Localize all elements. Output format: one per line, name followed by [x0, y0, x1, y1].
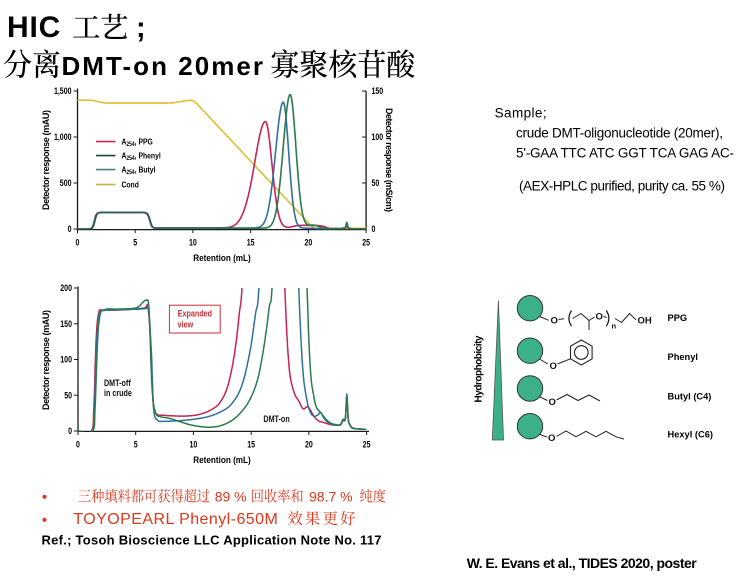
- svg-text:in crude: in crude: [104, 388, 132, 398]
- svg-text:1,500: 1,500: [54, 86, 72, 96]
- svg-text:O: O: [548, 433, 555, 444]
- svg-text:0: 0: [76, 238, 80, 248]
- svg-text:5: 5: [134, 439, 138, 449]
- svg-text:20: 20: [304, 238, 312, 248]
- svg-text:;: ;: [136, 12, 146, 44]
- svg-text:15: 15: [247, 439, 255, 449]
- svg-text:Butyl (C4): Butyl (C4): [668, 392, 712, 402]
- svg-text:crude DMT-oligonucleotide (20m: crude DMT-oligonucleotide (20mer),: [516, 126, 723, 141]
- svg-text:PPG: PPG: [668, 313, 688, 323]
- svg-text:Retention (mL): Retention (mL): [193, 454, 251, 465]
- svg-text:view: view: [178, 320, 194, 330]
- svg-text:15: 15: [247, 238, 255, 248]
- svg-text:Cond: Cond: [122, 180, 140, 190]
- svg-text:Phenyl: Phenyl: [668, 352, 698, 362]
- svg-text:Hydrophobicity: Hydrophobicity: [474, 335, 485, 402]
- svg-text:150: 150: [60, 319, 72, 329]
- svg-text:100: 100: [371, 132, 383, 142]
- svg-text:O: O: [596, 312, 603, 323]
- svg-text:89 %: 89 %: [215, 489, 247, 505]
- svg-text:(AEX-HPLC purified, purity ca.: (AEX-HPLC purified, purity ca. 55 %): [519, 179, 725, 194]
- svg-text:5'-GAA TTC ATC GGT TCA GAG AC-: 5'-GAA TTC ATC GGT TCA GAG AC-: [516, 146, 734, 161]
- svg-text:98.7 %: 98.7 %: [309, 489, 353, 505]
- svg-text:A254, Butyl: A254, Butyl: [122, 165, 156, 177]
- svg-text:O: O: [550, 361, 557, 372]
- svg-text:Ref.; Tosoh Bioscience LLC App: Ref.; Tosoh Bioscience LLC Application N…: [42, 533, 382, 548]
- svg-text:W. E. Evans et al., TIDES 2020: W. E. Evans et al., TIDES 2020, poster: [467, 555, 698, 571]
- svg-text:Sample;: Sample;: [495, 106, 547, 121]
- svg-text:500: 500: [60, 178, 72, 188]
- svg-text:DMT-off: DMT-off: [104, 378, 131, 388]
- svg-text:150: 150: [371, 86, 383, 96]
- svg-text:TOYOPEARL Phenyl-650M: TOYOPEARL Phenyl-650M: [73, 511, 277, 528]
- svg-text:200: 200: [60, 283, 72, 293]
- svg-text:0: 0: [371, 224, 375, 234]
- svg-text:O: O: [551, 316, 558, 327]
- svg-text:0: 0: [76, 439, 80, 449]
- svg-text:1,000: 1,000: [54, 132, 72, 142]
- svg-text:100: 100: [60, 355, 72, 365]
- svg-text:50: 50: [371, 178, 379, 188]
- svg-text:A254, Phenyl: A254, Phenyl: [122, 151, 161, 163]
- svg-text:10: 10: [189, 238, 197, 248]
- svg-text:Retention (mL): Retention (mL): [193, 252, 251, 263]
- svg-text:25: 25: [362, 238, 370, 248]
- svg-text:n: n: [612, 322, 617, 331]
- svg-text:5: 5: [133, 238, 137, 248]
- svg-text:DMT-on: DMT-on: [263, 414, 289, 424]
- svg-text:20: 20: [305, 439, 313, 449]
- svg-text:0: 0: [68, 426, 72, 436]
- svg-text:Detector response (mAU): Detector response (mAU): [41, 310, 51, 410]
- svg-text:25: 25: [363, 439, 371, 449]
- svg-text:A254, PPG: A254, PPG: [122, 137, 153, 149]
- svg-text:10: 10: [190, 439, 198, 449]
- svg-text:Detector response (mAU): Detector response (mAU): [41, 110, 51, 210]
- svg-text:DMT-on 20mer: DMT-on 20mer: [62, 51, 264, 81]
- svg-text:Hexyl (C6): Hexyl (C6): [668, 430, 713, 440]
- svg-text:HIC: HIC: [7, 11, 61, 44]
- svg-text:Detector response (mS/cm): Detector response (mS/cm): [384, 108, 394, 212]
- svg-text:Expanded: Expanded: [178, 309, 212, 319]
- svg-text:0: 0: [68, 224, 72, 234]
- svg-text:50: 50: [64, 391, 72, 401]
- svg-text:OH: OH: [638, 316, 652, 327]
- svg-text:O: O: [549, 397, 556, 408]
